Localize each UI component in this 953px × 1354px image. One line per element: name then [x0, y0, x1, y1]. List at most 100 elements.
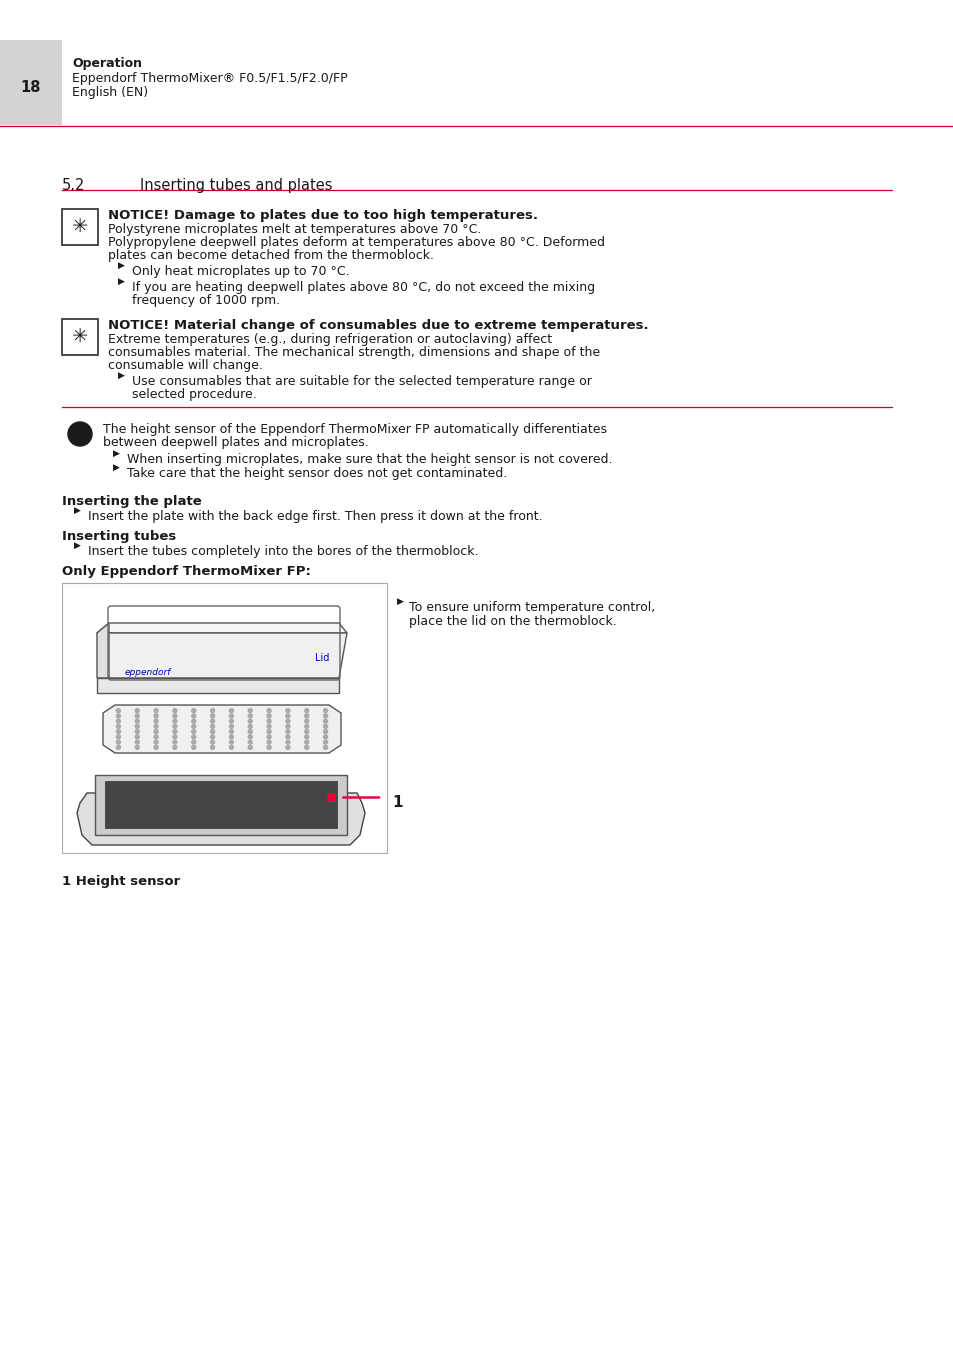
Circle shape: [304, 714, 309, 718]
Text: To ensure uniform temperature control,: To ensure uniform temperature control,: [409, 601, 655, 613]
Circle shape: [172, 735, 176, 739]
Circle shape: [304, 745, 309, 749]
Circle shape: [135, 708, 139, 712]
Text: frequency of 1000 rpm.: frequency of 1000 rpm.: [132, 294, 280, 307]
Bar: [105, 781, 336, 829]
Text: Insert the plate with the back edge first. Then press it down at the front.: Insert the plate with the back edge firs…: [88, 510, 542, 523]
Circle shape: [286, 724, 290, 728]
Circle shape: [116, 735, 120, 739]
Circle shape: [323, 714, 327, 718]
Circle shape: [323, 724, 327, 728]
Text: Insert the tubes completely into the bores of the thermoblock.: Insert the tubes completely into the bor…: [88, 546, 478, 558]
Text: NOTICE! Damage to plates due to too high temperatures.: NOTICE! Damage to plates due to too high…: [108, 209, 537, 222]
Circle shape: [154, 745, 158, 749]
Circle shape: [192, 714, 195, 718]
Text: ▶: ▶: [74, 540, 81, 550]
Text: Eppendorf ThermoMixer® F0.5/F1.5/F2.0/FP: Eppendorf ThermoMixer® F0.5/F1.5/F2.0/FP: [71, 72, 347, 85]
Circle shape: [323, 735, 327, 739]
Polygon shape: [97, 678, 338, 693]
Text: ▶: ▶: [118, 260, 125, 269]
Circle shape: [154, 714, 158, 718]
Text: Only heat microplates up to 70 °C.: Only heat microplates up to 70 °C.: [132, 265, 349, 278]
Text: Inserting the plate: Inserting the plate: [62, 496, 201, 508]
Circle shape: [323, 708, 327, 712]
Circle shape: [154, 724, 158, 728]
Circle shape: [304, 730, 309, 734]
Circle shape: [211, 730, 214, 734]
Bar: [327, 793, 335, 802]
Polygon shape: [97, 634, 347, 678]
Text: Polypropylene deepwell plates deform at temperatures above 80 °C. Deformed: Polypropylene deepwell plates deform at …: [108, 236, 604, 249]
Circle shape: [248, 719, 252, 723]
Circle shape: [192, 719, 195, 723]
Circle shape: [172, 730, 176, 734]
Circle shape: [229, 741, 233, 745]
Circle shape: [211, 745, 214, 749]
Text: eppendorf: eppendorf: [125, 668, 172, 677]
Circle shape: [229, 724, 233, 728]
Circle shape: [116, 724, 120, 728]
Circle shape: [135, 719, 139, 723]
Circle shape: [211, 735, 214, 739]
Circle shape: [267, 714, 271, 718]
Circle shape: [192, 741, 195, 745]
Circle shape: [304, 724, 309, 728]
Bar: [62, 209, 98, 245]
Polygon shape: [97, 623, 347, 634]
Circle shape: [154, 735, 158, 739]
Circle shape: [154, 719, 158, 723]
Circle shape: [248, 735, 252, 739]
Text: i: i: [77, 427, 83, 441]
Circle shape: [135, 730, 139, 734]
Circle shape: [192, 708, 195, 712]
Text: Operation: Operation: [71, 57, 142, 70]
Circle shape: [211, 724, 214, 728]
Circle shape: [286, 730, 290, 734]
Text: place the lid on the thermoblock.: place the lid on the thermoblock.: [409, 615, 616, 628]
Circle shape: [286, 719, 290, 723]
Circle shape: [304, 735, 309, 739]
Circle shape: [286, 735, 290, 739]
Circle shape: [304, 741, 309, 745]
Circle shape: [135, 714, 139, 718]
Text: Only Eppendorf ThermoMixer FP:: Only Eppendorf ThermoMixer FP:: [62, 565, 311, 578]
Circle shape: [154, 708, 158, 712]
Circle shape: [286, 741, 290, 745]
Circle shape: [323, 719, 327, 723]
Circle shape: [267, 719, 271, 723]
Text: ▶: ▶: [112, 463, 120, 471]
Text: 1: 1: [392, 795, 402, 810]
Circle shape: [135, 735, 139, 739]
Circle shape: [267, 735, 271, 739]
Circle shape: [267, 724, 271, 728]
Circle shape: [286, 714, 290, 718]
Circle shape: [116, 714, 120, 718]
Circle shape: [211, 714, 214, 718]
Text: Inserting tubes and plates: Inserting tubes and plates: [140, 177, 333, 194]
Circle shape: [267, 745, 271, 749]
Circle shape: [229, 745, 233, 749]
Polygon shape: [103, 705, 340, 753]
Circle shape: [172, 745, 176, 749]
Text: When inserting microplates, make sure that the height sensor is not covered.: When inserting microplates, make sure th…: [127, 454, 612, 466]
Text: The height sensor of the Eppendorf ThermoMixer FP automatically differentiates: The height sensor of the Eppendorf Therm…: [103, 422, 606, 436]
Text: Lid: Lid: [314, 653, 329, 663]
Circle shape: [154, 741, 158, 745]
Circle shape: [135, 724, 139, 728]
Text: 5.2: 5.2: [62, 177, 85, 194]
Bar: [105, 781, 336, 829]
Circle shape: [192, 745, 195, 749]
Circle shape: [323, 741, 327, 745]
Circle shape: [248, 741, 252, 745]
Polygon shape: [97, 623, 109, 678]
Circle shape: [248, 745, 252, 749]
Text: 18: 18: [21, 80, 41, 95]
Text: English (EN): English (EN): [71, 87, 148, 99]
Text: between deepwell plates and microplates.: between deepwell plates and microplates.: [103, 436, 369, 450]
Text: ▶: ▶: [74, 505, 81, 515]
Text: ▶: ▶: [396, 597, 403, 605]
Circle shape: [192, 735, 195, 739]
Circle shape: [172, 724, 176, 728]
Circle shape: [116, 741, 120, 745]
Text: 1 Height sensor: 1 Height sensor: [62, 875, 180, 888]
